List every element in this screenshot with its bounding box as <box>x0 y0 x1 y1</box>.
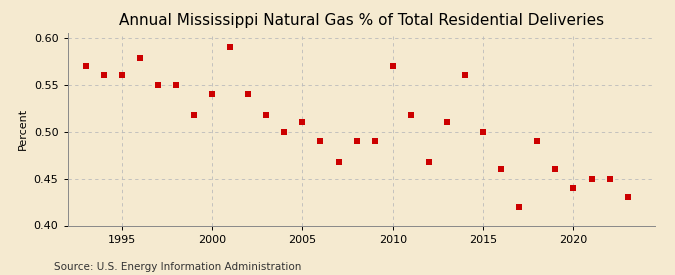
Point <box>261 112 271 117</box>
Point <box>460 73 470 78</box>
Point <box>568 186 579 190</box>
Title: Annual Mississippi Natural Gas % of Total Residential Deliveries: Annual Mississippi Natural Gas % of Tota… <box>119 13 603 28</box>
Point <box>387 64 398 68</box>
Point <box>80 64 91 68</box>
Point <box>99 73 109 78</box>
Point <box>423 160 434 164</box>
Point <box>406 112 416 117</box>
Point <box>171 82 182 87</box>
Point <box>116 73 127 78</box>
Point <box>153 82 163 87</box>
Point <box>243 92 254 96</box>
Point <box>333 160 344 164</box>
Point <box>315 139 326 143</box>
Y-axis label: Percent: Percent <box>18 108 28 150</box>
Point <box>297 120 308 124</box>
Point <box>622 195 633 200</box>
Point <box>225 45 236 49</box>
Text: Source: U.S. Energy Information Administration: Source: U.S. Energy Information Administ… <box>54 262 301 272</box>
Point <box>441 120 452 124</box>
Point <box>532 139 543 143</box>
Point <box>207 92 217 96</box>
Point <box>134 56 145 60</box>
Point <box>550 167 561 171</box>
Point <box>369 139 380 143</box>
Point <box>514 205 524 209</box>
Point <box>351 139 362 143</box>
Point <box>495 167 506 171</box>
Point <box>279 130 290 134</box>
Point <box>604 176 615 181</box>
Point <box>188 112 199 117</box>
Point <box>478 130 489 134</box>
Point <box>586 176 597 181</box>
